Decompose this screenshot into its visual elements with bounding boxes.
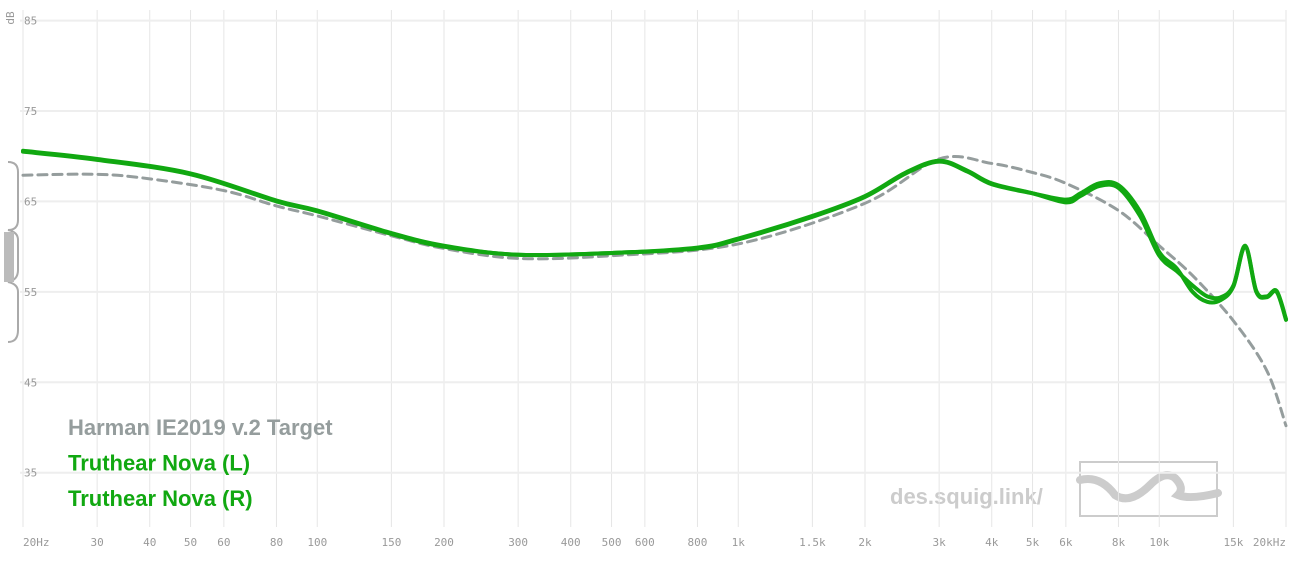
x-tick-label: 60 xyxy=(217,536,230,549)
legend-entry: Harman IE2019 v.2 Target xyxy=(68,415,333,440)
x-tick-label: 5k xyxy=(1026,536,1040,549)
y-tick-label: 55 xyxy=(24,286,37,299)
x-tick-label: 30 xyxy=(91,536,104,549)
y-tick-label: 85 xyxy=(24,15,37,28)
x-tick-label: 1.5k xyxy=(799,536,826,549)
x-tick-label: 600 xyxy=(635,536,655,549)
y-tick-label: 45 xyxy=(24,376,37,389)
scale-handle xyxy=(4,161,19,343)
x-tick-label: 400 xyxy=(561,536,581,549)
x-tick-label: 3k xyxy=(933,536,947,549)
x-tick-label: 6k xyxy=(1059,536,1073,549)
legend-entry: Truthear Nova (L) xyxy=(68,451,250,476)
x-tick-label: 40 xyxy=(143,536,156,549)
x-tick-label: 80 xyxy=(270,536,283,549)
x-tick-label: 8k xyxy=(1112,536,1126,549)
x-tick-label: 200 xyxy=(434,536,454,549)
x-tick-label: 1k xyxy=(732,536,746,549)
y-tick-label: 65 xyxy=(24,195,37,208)
x-tick-label: 20kHz xyxy=(1253,536,1286,549)
frequency-response xyxy=(21,149,1288,322)
x-tick-label: 800 xyxy=(688,536,708,549)
y-tick-label: 35 xyxy=(24,467,37,480)
watermark-logo xyxy=(1076,461,1222,517)
x-tick-label: 2k xyxy=(858,536,872,549)
legend-entry: Truthear Nova (R) xyxy=(68,486,253,511)
x-tick-label: 50 xyxy=(184,536,197,549)
y-axis-label: dB xyxy=(4,11,17,25)
x-tick-label: 20Hz xyxy=(23,536,50,549)
y-tick-label: 75 xyxy=(24,105,37,118)
x-tick-label: 100 xyxy=(307,536,327,549)
x-tick-label: 4k xyxy=(985,536,999,549)
x-tick-label: 15k xyxy=(1223,536,1243,549)
x-tick-label: 500 xyxy=(602,536,622,549)
watermark: des.squig.link/ xyxy=(890,484,1043,509)
x-tick-label: 300 xyxy=(508,536,528,549)
x-tick-label: 150 xyxy=(381,536,401,549)
x-tick-label: 10k xyxy=(1149,536,1169,549)
frequency-response xyxy=(21,148,1288,321)
